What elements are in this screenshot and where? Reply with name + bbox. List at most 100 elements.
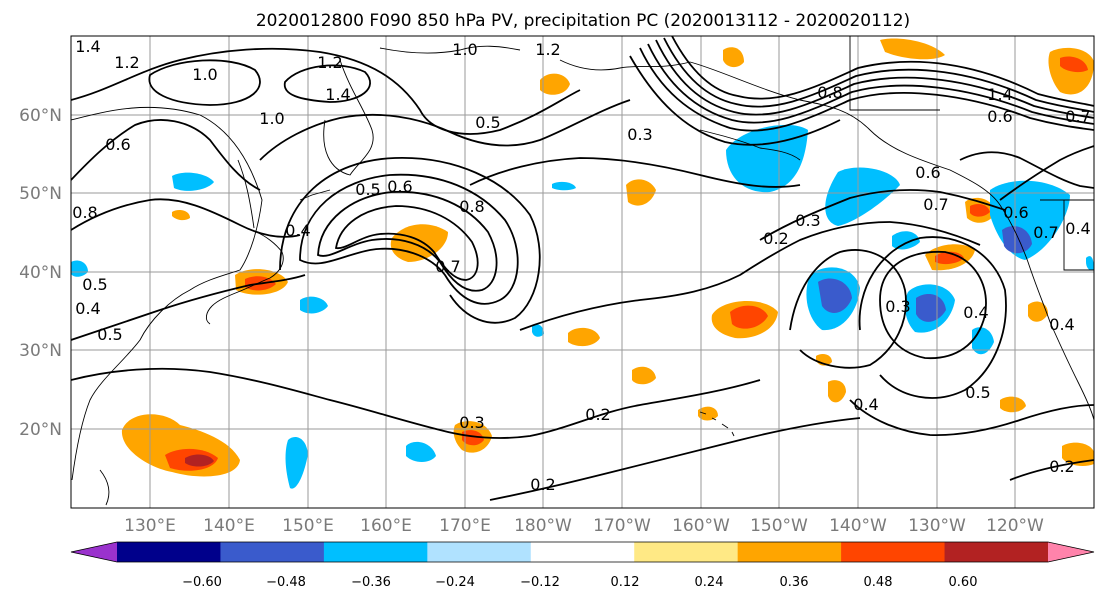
- latitude-label: 40°N: [19, 263, 62, 283]
- colorbar-swatch: [530, 542, 635, 562]
- colorbar-swatch: [323, 542, 428, 562]
- contour-label: 0.4: [1049, 315, 1074, 334]
- contour-label: 0.5: [82, 275, 107, 294]
- pv-contour: [759, 189, 1006, 241]
- pv-contour: [639, 47, 1094, 132]
- longitude-label: 160°W: [672, 516, 730, 536]
- pv-contour: [71, 198, 301, 238]
- pv-contour: [334, 205, 479, 281]
- siberia-coastline: [379, 45, 521, 54]
- precip-anomaly-negative: [818, 278, 852, 313]
- precip-anomaly-positive: [632, 366, 656, 385]
- contour-label: 1.4: [75, 37, 100, 56]
- precip-anomaly-negative: [1086, 256, 1094, 271]
- precip-anomaly-positive: [172, 210, 190, 221]
- contour-label: 1.4: [325, 85, 350, 104]
- colorbar-swatch: [944, 542, 1049, 562]
- colorbar-extend-low: [71, 542, 117, 562]
- asia-coastline: [71, 106, 263, 481]
- map-frame: [70, 35, 1095, 509]
- precip-anomaly-negative: [532, 324, 544, 337]
- contour-label: 0.4: [285, 221, 310, 240]
- precip-anomaly-negative: [406, 441, 436, 462]
- contour-label: 0.6: [915, 163, 940, 182]
- precip-anomaly-negative: [1002, 226, 1032, 254]
- contour-label: 0.5: [355, 180, 380, 199]
- japan-coastline: [205, 305, 213, 325]
- pv-contour: [849, 399, 1094, 436]
- pv-contours: [71, 36, 1094, 501]
- contour-label: 0.6: [1003, 203, 1028, 222]
- colorbar-extend-high: [1048, 542, 1094, 562]
- contour-label: 0.4: [75, 299, 100, 318]
- longitude-label: 170°W: [593, 516, 651, 536]
- colorbar-tick-label: −0.24: [435, 575, 475, 590]
- latitude-label: 20°N: [19, 420, 62, 440]
- precip-anomaly-negative: [172, 172, 214, 191]
- contour-label: 0.5: [97, 325, 122, 344]
- precip-anomaly-positive: [880, 38, 945, 60]
- map-panel: 1.4 1.2 1.0 1.2 1.0 1.2 1.4 1.0 0.6 0.5 …: [71, 36, 1094, 508]
- coastline: [99, 469, 110, 506]
- colorbar-swatch: [220, 542, 325, 562]
- longitude-label: 150°E: [282, 516, 334, 536]
- colorbar-tick-label: 0.36: [780, 575, 809, 590]
- contour-label: 0.6: [105, 135, 130, 154]
- pv-contour: [71, 119, 261, 191]
- pv-contour: [71, 274, 306, 341]
- contour-label: 0.2: [763, 229, 788, 248]
- contour-label: 0.4: [853, 395, 878, 414]
- colorbar-tick-label: −0.48: [266, 575, 306, 590]
- pv-contour: [647, 43, 1094, 125]
- contour-label: 1.4: [987, 85, 1012, 104]
- graticule: [71, 36, 1094, 508]
- precip-anomaly-positive: [1000, 396, 1026, 413]
- longitude-label: 130°W: [908, 516, 966, 536]
- contour-label: 1.2: [114, 53, 139, 72]
- contour-label: 1.2: [317, 53, 342, 72]
- colorbar-swatch: [117, 542, 221, 562]
- colorbar-tick-label: −0.12: [520, 575, 560, 590]
- contour-label: 0.6: [387, 177, 412, 196]
- contour-label: 1.0: [192, 65, 217, 84]
- longitude-label: 170°E: [439, 516, 491, 536]
- contour-label: 0.3: [459, 413, 484, 432]
- longitude-label: 120°W: [986, 516, 1044, 536]
- pv-contour: [148, 59, 261, 106]
- precip-anomaly-positive: [626, 179, 656, 206]
- precip-anomaly-positive: [1028, 301, 1048, 322]
- contour-label: 0.7: [1033, 223, 1058, 242]
- contour-label: 0.4: [1065, 219, 1090, 238]
- precip-anomaly-positive: [462, 430, 484, 446]
- precip-anomaly-positive: [540, 73, 570, 95]
- longitude-label: 160°E: [360, 516, 412, 536]
- precip-anomaly-negative: [726, 124, 808, 193]
- pv-contour: [71, 47, 581, 135]
- precip-anomaly-negative: [285, 436, 308, 489]
- pv-contour: [655, 39, 1094, 119]
- pv-contour: [469, 157, 801, 188]
- contour-label: 0.3: [885, 297, 910, 316]
- pv-contour: [317, 190, 498, 292]
- north-america-west-coastline: [999, 204, 1094, 421]
- precip-anomaly-positive: [730, 305, 768, 329]
- contour-label: 0.5: [475, 113, 500, 132]
- precip-anomaly-positive: [185, 454, 214, 467]
- pv-contour: [959, 151, 1094, 189]
- pv-contour: [489, 417, 861, 501]
- pv-contour: [71, 367, 761, 439]
- colorbar: [70, 541, 1095, 563]
- japan-coastline: [211, 231, 284, 307]
- precip-anomaly-negative: [892, 231, 920, 250]
- colorbar-tick-label: −0.36: [351, 575, 391, 590]
- colorbar-tick-label: 0.12: [611, 575, 640, 590]
- sakhalin-coastline: [237, 159, 255, 229]
- longitude-label: 140°E: [203, 516, 255, 536]
- precip-anomaly-negative: [916, 294, 946, 322]
- contour-label: 0.3: [627, 125, 652, 144]
- map-title: 2020012800 F090 850 hPa PV, precipitatio…: [256, 11, 910, 31]
- pv-contour: [1009, 459, 1094, 481]
- contour-label: 0.8: [817, 83, 842, 102]
- longitude-label: 150°W: [750, 516, 808, 536]
